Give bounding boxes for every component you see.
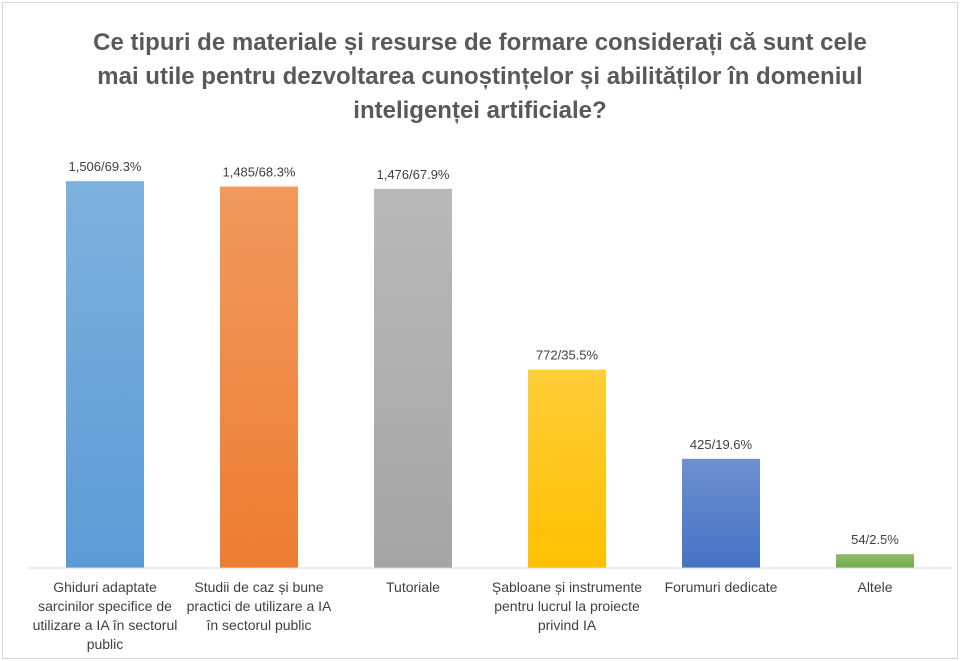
x-tick-label: Studii de caz și bune practici de utiliz…	[186, 579, 332, 633]
bar	[66, 181, 144, 569]
data-label: 54/2.5%	[851, 532, 899, 547]
x-tick-label: Ghiduri adaptate sarcinilor specifice de…	[32, 579, 178, 652]
data-label: 1,506/69.3%	[68, 159, 141, 174]
x-tick-label: Forumuri dedicate	[664, 579, 778, 595]
bar	[682, 458, 760, 568]
data-label: 772/35.5%	[536, 348, 599, 363]
bar	[836, 554, 914, 568]
data-label: 1,485/68.3%	[222, 165, 295, 180]
bar	[220, 186, 298, 568]
chart-title: Ce tipuri de materiale și resurse de for…	[93, 29, 867, 124]
x-tick-label: Altele	[857, 579, 893, 595]
bar	[528, 369, 606, 568]
x-tick-label: Tutoriale	[386, 579, 440, 595]
data-label: 425/19.6%	[690, 437, 753, 452]
x-tick-label: Șabloane și instrumente pentru lucrul la…	[491, 579, 643, 633]
bar	[374, 188, 452, 569]
data-label: 1,476/67.9%	[376, 167, 449, 182]
